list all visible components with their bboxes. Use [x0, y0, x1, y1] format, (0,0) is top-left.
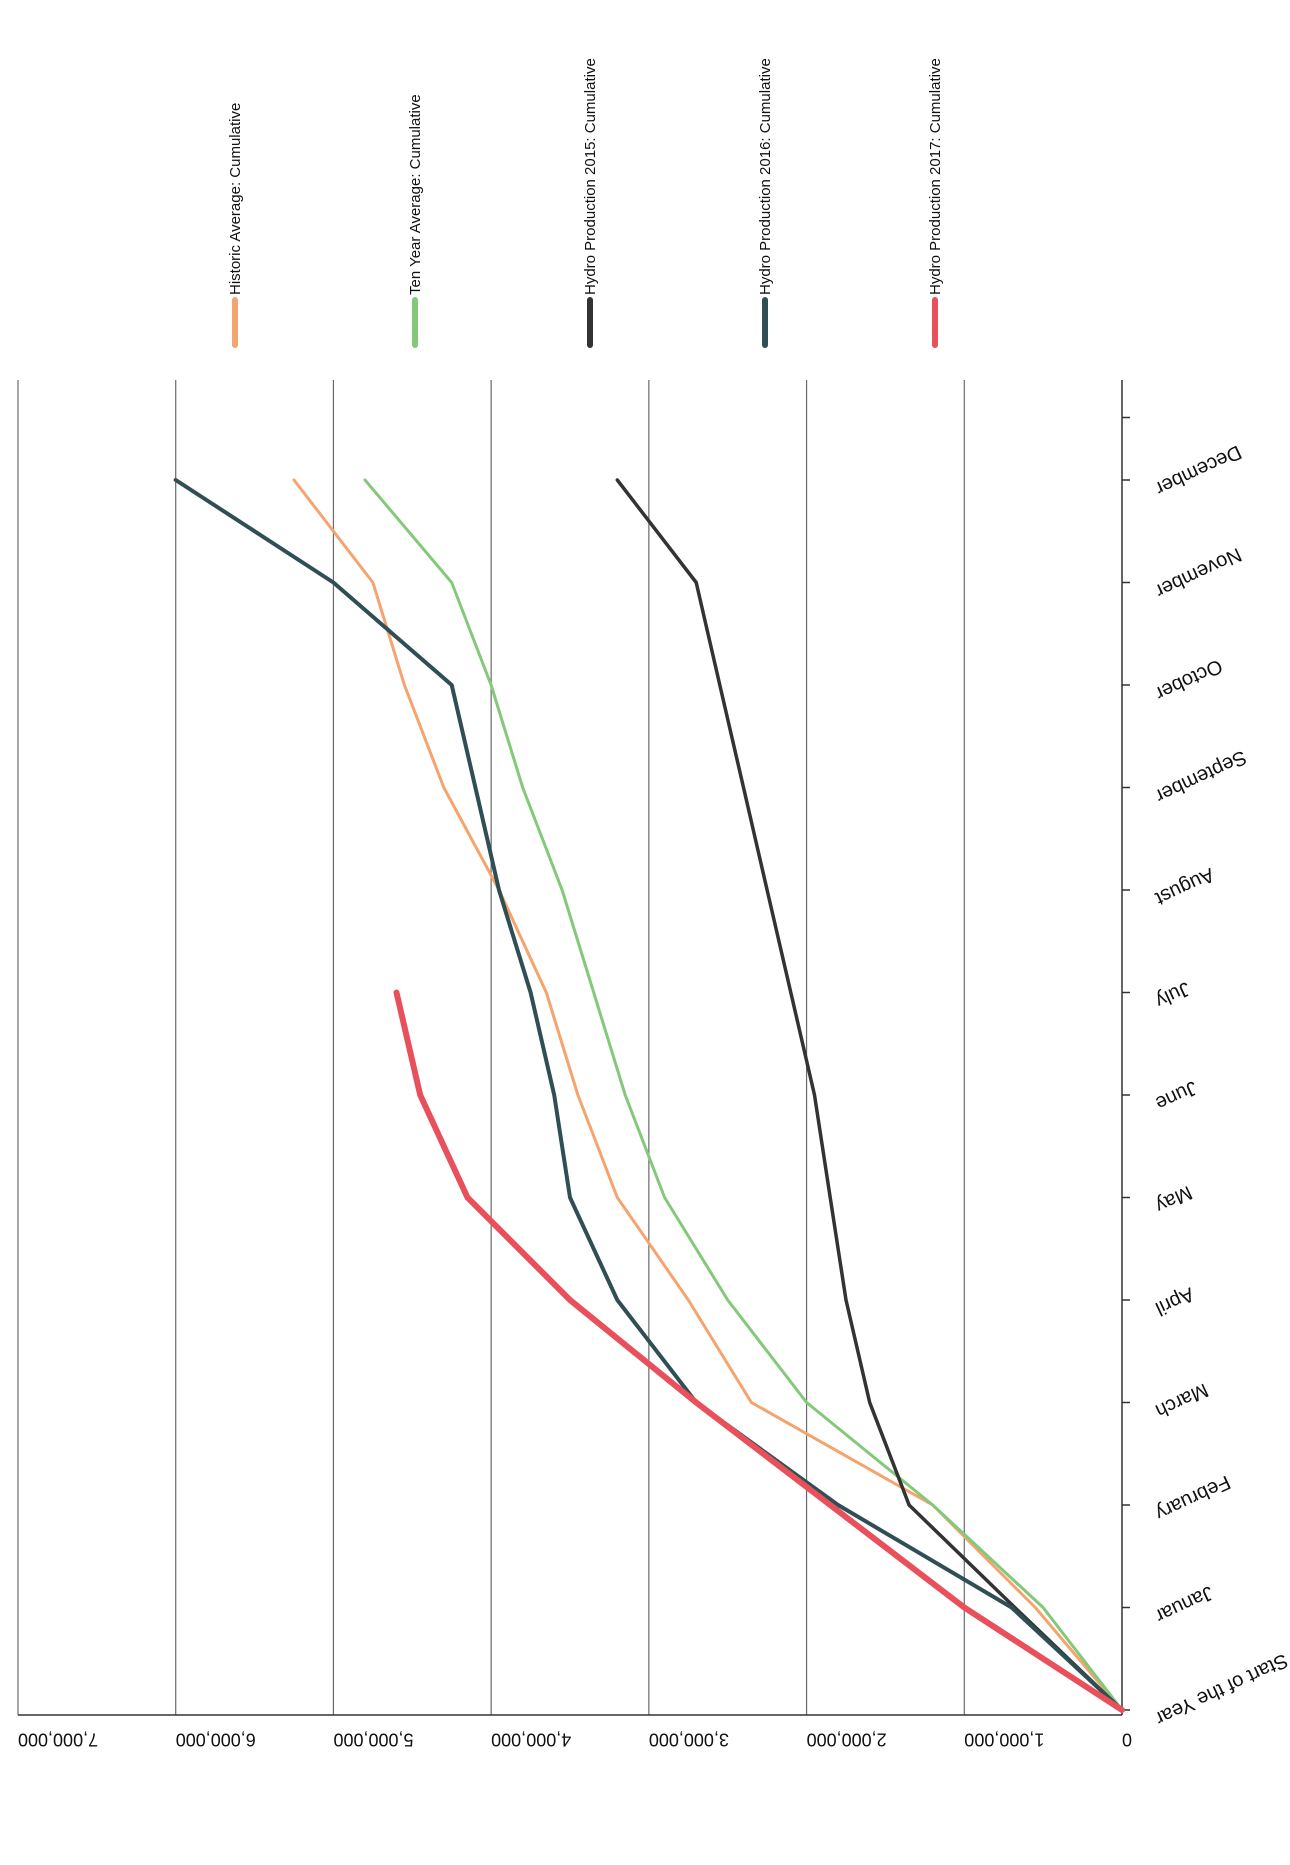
x-tick-label: November: [1152, 543, 1245, 602]
x-tick-label: July: [1152, 977, 1194, 1012]
y-tick-label: 4,000,000: [491, 1729, 571, 1749]
tick-labels: 0 1,000,000 2,000,000 3,000,000 4,000,000 5,0…: [18, 440, 1290, 1749]
x-tick-label: May: [1152, 1181, 1196, 1217]
series-line: [397, 993, 1123, 1711]
legend-label: Hydro Production 2017: Cumulative: [927, 58, 944, 295]
x-tick-label: October: [1152, 654, 1226, 704]
x-tick-label: Start of the Year: [1152, 1649, 1290, 1730]
y-tick-label: 2,000,000: [807, 1729, 887, 1749]
x-tick-label: December: [1152, 440, 1245, 499]
x-tick-label: Januar: [1152, 1581, 1217, 1627]
y-tick-label: 0: [1122, 1729, 1132, 1749]
x-tick-label: February: [1152, 1471, 1234, 1525]
x-tick-label: March: [1152, 1378, 1212, 1421]
y-tick-label: 7,000,000: [18, 1729, 98, 1749]
y-tick-label: 3,000,000: [649, 1729, 729, 1749]
x-tick-label: April: [1152, 1283, 1198, 1320]
legend-label: Hydro Production 2016: Cumulative: [757, 58, 774, 295]
x-tick-label: August: [1151, 863, 1217, 909]
y-tick-label: 5,000,000: [333, 1729, 413, 1749]
legend-label: Ten Year Average: Cumulative: [407, 94, 424, 295]
legend-label: Hydro Production 2015: Cumulative: [582, 58, 599, 295]
x-tick-label: June: [1152, 1076, 1201, 1114]
series-line: [365, 480, 1122, 1710]
x-tick-label: September: [1152, 746, 1250, 807]
legend: Historic Average: Cumulative Ten Year Ave…: [227, 58, 944, 345]
legend-label: Historic Average: Cumulative: [227, 103, 244, 295]
axes: [18, 380, 1130, 1715]
y-tick-label: 1,000,000: [964, 1729, 1044, 1749]
y-tick-label: 6,000,000: [176, 1729, 256, 1749]
grid-lines: [18, 380, 964, 1715]
